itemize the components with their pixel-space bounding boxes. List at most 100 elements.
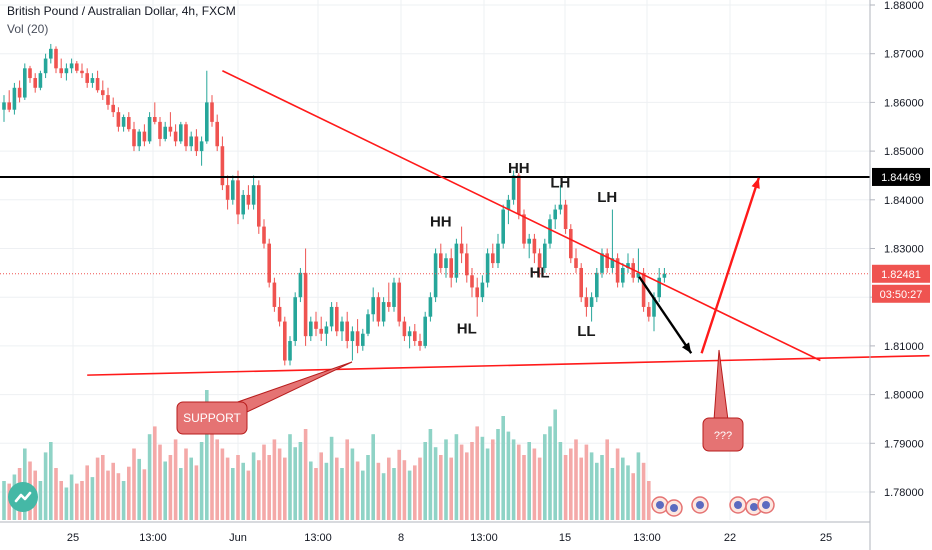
question-callout-box bbox=[702, 417, 744, 452]
candle-body bbox=[459, 243, 464, 254]
volume-bar bbox=[626, 465, 630, 520]
candle-body bbox=[350, 331, 355, 342]
candle-body bbox=[335, 306, 339, 332]
candle-body bbox=[225, 185, 230, 200]
volume-bar bbox=[631, 473, 635, 520]
volume-bar bbox=[496, 429, 500, 520]
candle-body bbox=[168, 126, 173, 132]
volume-bar bbox=[387, 457, 391, 520]
volume-bar bbox=[449, 457, 453, 520]
candle-body bbox=[257, 185, 261, 227]
volume-bar bbox=[38, 481, 43, 520]
candle-body bbox=[662, 273, 667, 278]
y-tick-label: 1.86000 bbox=[884, 97, 924, 109]
volume-bar bbox=[574, 439, 578, 520]
volume-bar bbox=[361, 470, 365, 520]
candle-body bbox=[361, 333, 365, 346]
chart-drawings bbox=[0, 70, 930, 376]
volume-bar bbox=[251, 452, 256, 520]
candle-body bbox=[381, 302, 386, 322]
event-marker-dot-icon bbox=[750, 503, 758, 511]
y-tick-label: 1.84000 bbox=[884, 195, 924, 207]
event-marker-dot-icon bbox=[734, 501, 742, 509]
x-tick-label: 13:00 bbox=[470, 532, 498, 544]
candle-body bbox=[293, 297, 297, 342]
candle-body bbox=[132, 129, 136, 147]
y-tick-label: 1.78000 bbox=[884, 487, 924, 499]
candle-body bbox=[641, 272, 646, 307]
candle-body bbox=[116, 112, 121, 127]
volume-bar bbox=[366, 455, 370, 520]
candle-body bbox=[2, 102, 6, 110]
candle-body bbox=[589, 297, 594, 307]
volume-bar bbox=[132, 448, 136, 520]
candle-body bbox=[137, 131, 141, 147]
pattern-label-lh: LH bbox=[597, 189, 617, 206]
y-tick-label: 1.85000 bbox=[884, 146, 924, 158]
volume-bar bbox=[168, 455, 173, 520]
volume-bar bbox=[121, 481, 126, 520]
pattern-label-hh: HH bbox=[508, 160, 530, 177]
candle-body bbox=[615, 258, 620, 283]
candle-body bbox=[475, 287, 479, 298]
volume-bar bbox=[459, 444, 464, 520]
volume-bar bbox=[236, 455, 240, 520]
candle-body bbox=[407, 331, 412, 337]
candle-body bbox=[454, 243, 459, 278]
volume-bar bbox=[392, 468, 396, 520]
candle-body bbox=[387, 302, 391, 307]
volume-bar bbox=[106, 470, 110, 520]
volume-bar bbox=[54, 468, 58, 520]
candle-body bbox=[465, 253, 469, 276]
candle-body bbox=[111, 104, 115, 113]
candle-body bbox=[527, 238, 531, 244]
candle-body bbox=[636, 272, 641, 278]
price-axis-badge bbox=[872, 284, 930, 303]
volume-bar bbox=[569, 448, 573, 520]
volume-bar bbox=[355, 461, 360, 520]
candle-body bbox=[480, 282, 485, 298]
volume-bar bbox=[527, 442, 531, 520]
volume-bar bbox=[350, 448, 355, 520]
volume-bar bbox=[537, 457, 542, 520]
candle-body bbox=[371, 297, 375, 315]
candle-body bbox=[298, 272, 303, 298]
volume-bar bbox=[298, 442, 303, 520]
symbol-title: British Pound / Australian Dollar, 4h, F… bbox=[7, 4, 236, 18]
volume-bar bbox=[283, 457, 287, 520]
volume-bar bbox=[147, 434, 152, 520]
candle-body bbox=[142, 131, 147, 142]
candle-body bbox=[506, 199, 511, 210]
candle-body bbox=[267, 243, 271, 283]
volume-bar bbox=[589, 452, 594, 520]
pattern-labels: HH HH HL LH HL LH LL bbox=[430, 160, 617, 340]
volume-bar bbox=[615, 448, 620, 520]
y-tick-label: 1.83000 bbox=[884, 244, 924, 256]
candle-body bbox=[418, 341, 422, 346]
pattern-label-hh: HH bbox=[430, 214, 452, 231]
volume-bar bbox=[371, 434, 375, 520]
y-tick-label: 1.81000 bbox=[884, 341, 924, 353]
candle-body bbox=[12, 87, 17, 110]
trendline-descending bbox=[222, 70, 821, 362]
candle-body bbox=[106, 95, 110, 105]
candle-body bbox=[449, 258, 453, 278]
pattern-label-hl: HL bbox=[457, 321, 477, 338]
projection-arrowhead-red bbox=[751, 177, 760, 189]
volume-bar bbox=[64, 487, 69, 520]
volume-bar bbox=[215, 439, 219, 520]
price-axis-badge bbox=[872, 167, 930, 186]
candle-body bbox=[28, 68, 32, 79]
volume-bar bbox=[43, 452, 48, 520]
candle-body bbox=[283, 321, 287, 361]
candle-body bbox=[23, 68, 27, 98]
candle-body bbox=[64, 68, 69, 74]
support-callout-box bbox=[176, 401, 248, 435]
volume-bar bbox=[205, 390, 209, 520]
candle-body bbox=[647, 306, 651, 317]
volume-bar bbox=[75, 483, 79, 520]
tradingview-logo-icon[interactable] bbox=[8, 482, 38, 512]
candle-body bbox=[101, 90, 105, 96]
candle-body bbox=[231, 180, 235, 200]
